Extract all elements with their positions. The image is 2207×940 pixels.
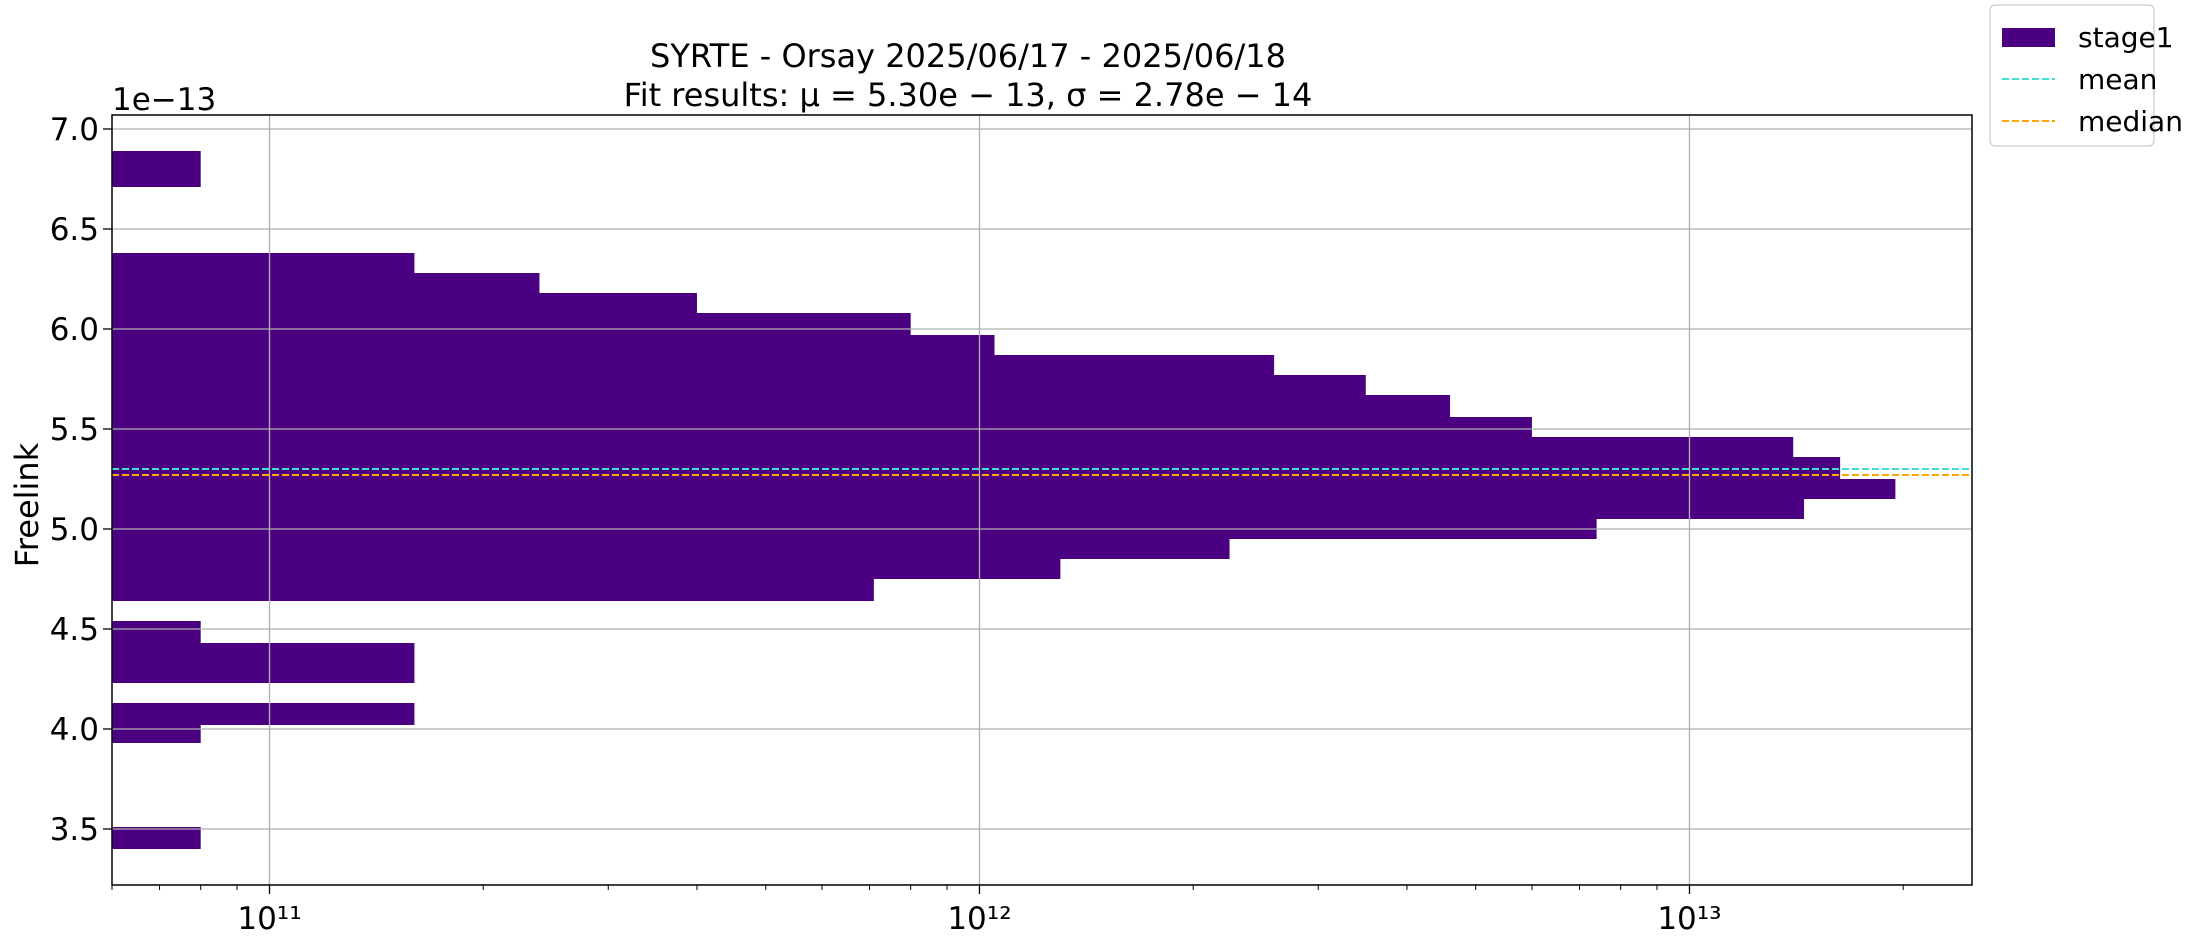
y-axis-label: Freelink [8,442,46,567]
axes-frame [111,114,1973,886]
chart-title: SYRTE - Orsay 2025/06/17 - 2025/06/18 [650,37,1286,75]
histogram-bar [112,355,1275,375]
legend-label-stage1: stage1 [2078,21,2174,54]
histogram-bar [112,499,1805,519]
histogram-bar [112,703,415,725]
histogram-bar [112,559,1061,579]
legend-label-median: median [2078,105,2183,138]
chart-subtitle: Fit results: μ = 5.30e − 13, σ = 2.78e −… [624,76,1313,114]
y-tick-label: 7.0 [50,112,99,148]
histogram-bar [112,479,1896,499]
histogram-bar [112,313,911,335]
histogram-bar [112,539,1230,559]
y-tick-label: 3.5 [50,812,99,848]
histogram-bar [112,395,1451,417]
legend-label-mean: mean [2078,63,2157,96]
histogram-bar [112,579,874,601]
y-tick-label: 5.5 [50,412,99,448]
histogram-bar [112,621,201,643]
histogram-bar [112,375,1366,395]
x-tick-label: 10¹² [947,901,1011,937]
legend-swatch-stage1 [2002,28,2055,47]
histogram-bar [112,273,540,293]
histogram-bar [112,417,1532,437]
y-tick-label: 4.5 [50,612,99,648]
y-offset-label: 1e−13 [112,82,216,118]
y-tick-label: 5.0 [50,512,99,548]
legend: stage1 mean median [1989,4,2183,147]
histogram-bar [112,151,201,187]
x-tick-label: 10¹³ [1657,901,1721,937]
histogram-bar [112,293,697,313]
x-tick-label: 10¹¹ [237,901,301,937]
histogram-bar [112,335,995,355]
y-tick-label: 6.5 [50,212,99,248]
histogram-bar [112,643,415,683]
histogram-bar [112,725,201,743]
plot-area: 10¹¹ 10¹² 10¹³ 3.5 4.0 4.5 5.0 5.5 6.0 6.5 7.0 [50,112,1973,937]
y-tick-label: 6.0 [50,312,99,348]
histogram-bar [112,253,415,273]
y-tick-label: 4.0 [50,712,99,748]
histogram-bar [112,437,1794,457]
histogram-bar [112,827,201,849]
